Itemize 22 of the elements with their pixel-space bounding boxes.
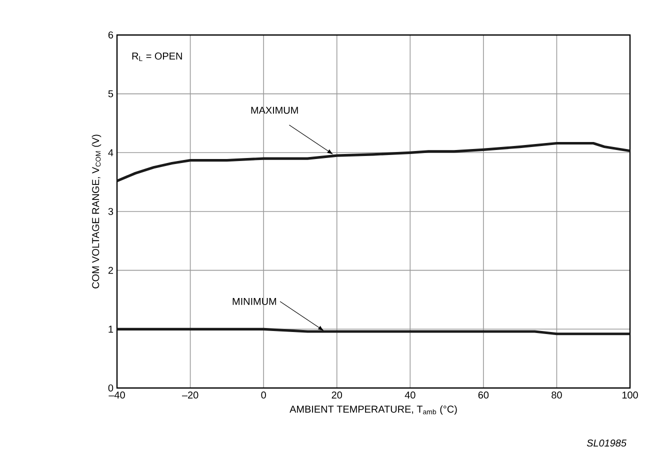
y-tick-label: 4 [108, 149, 114, 156]
x-tick-label: –40 [108, 392, 125, 399]
y-axis-title: COM VOLTAGE RANGE, V$_{COM}$ (V) [92, 134, 102, 288]
y-tick-label: 3 [108, 208, 114, 216]
x-tick-label: 20 [332, 392, 342, 399]
line-series [116, 142, 632, 182]
x-tick-label: –20 [182, 392, 198, 399]
x-tick-label: 80 [552, 392, 562, 399]
y-tick-label: 0 [108, 384, 114, 392]
x-axis-title: AMBIENT TEMPERATURE, T$_{amb}$ (°C) [290, 405, 457, 415]
annotation: MINIMUM [232, 298, 276, 305]
x-tick-label: 40 [404, 392, 416, 399]
y-tick-label: 2 [108, 266, 113, 274]
annotation: R$_{L}$ = OPEN [132, 52, 182, 61]
y-tick-label: 1 [108, 326, 114, 333]
x-tick-label: 0 [261, 392, 266, 399]
y-tick-label: 6 [108, 31, 114, 39]
x-tick-label: 100 [622, 392, 638, 399]
x-tick-label: 60 [478, 392, 489, 399]
y-tick-label: 5 [108, 90, 114, 98]
annotation: MAXIMUM [251, 106, 298, 114]
text: SL01985 [586, 440, 626, 447]
